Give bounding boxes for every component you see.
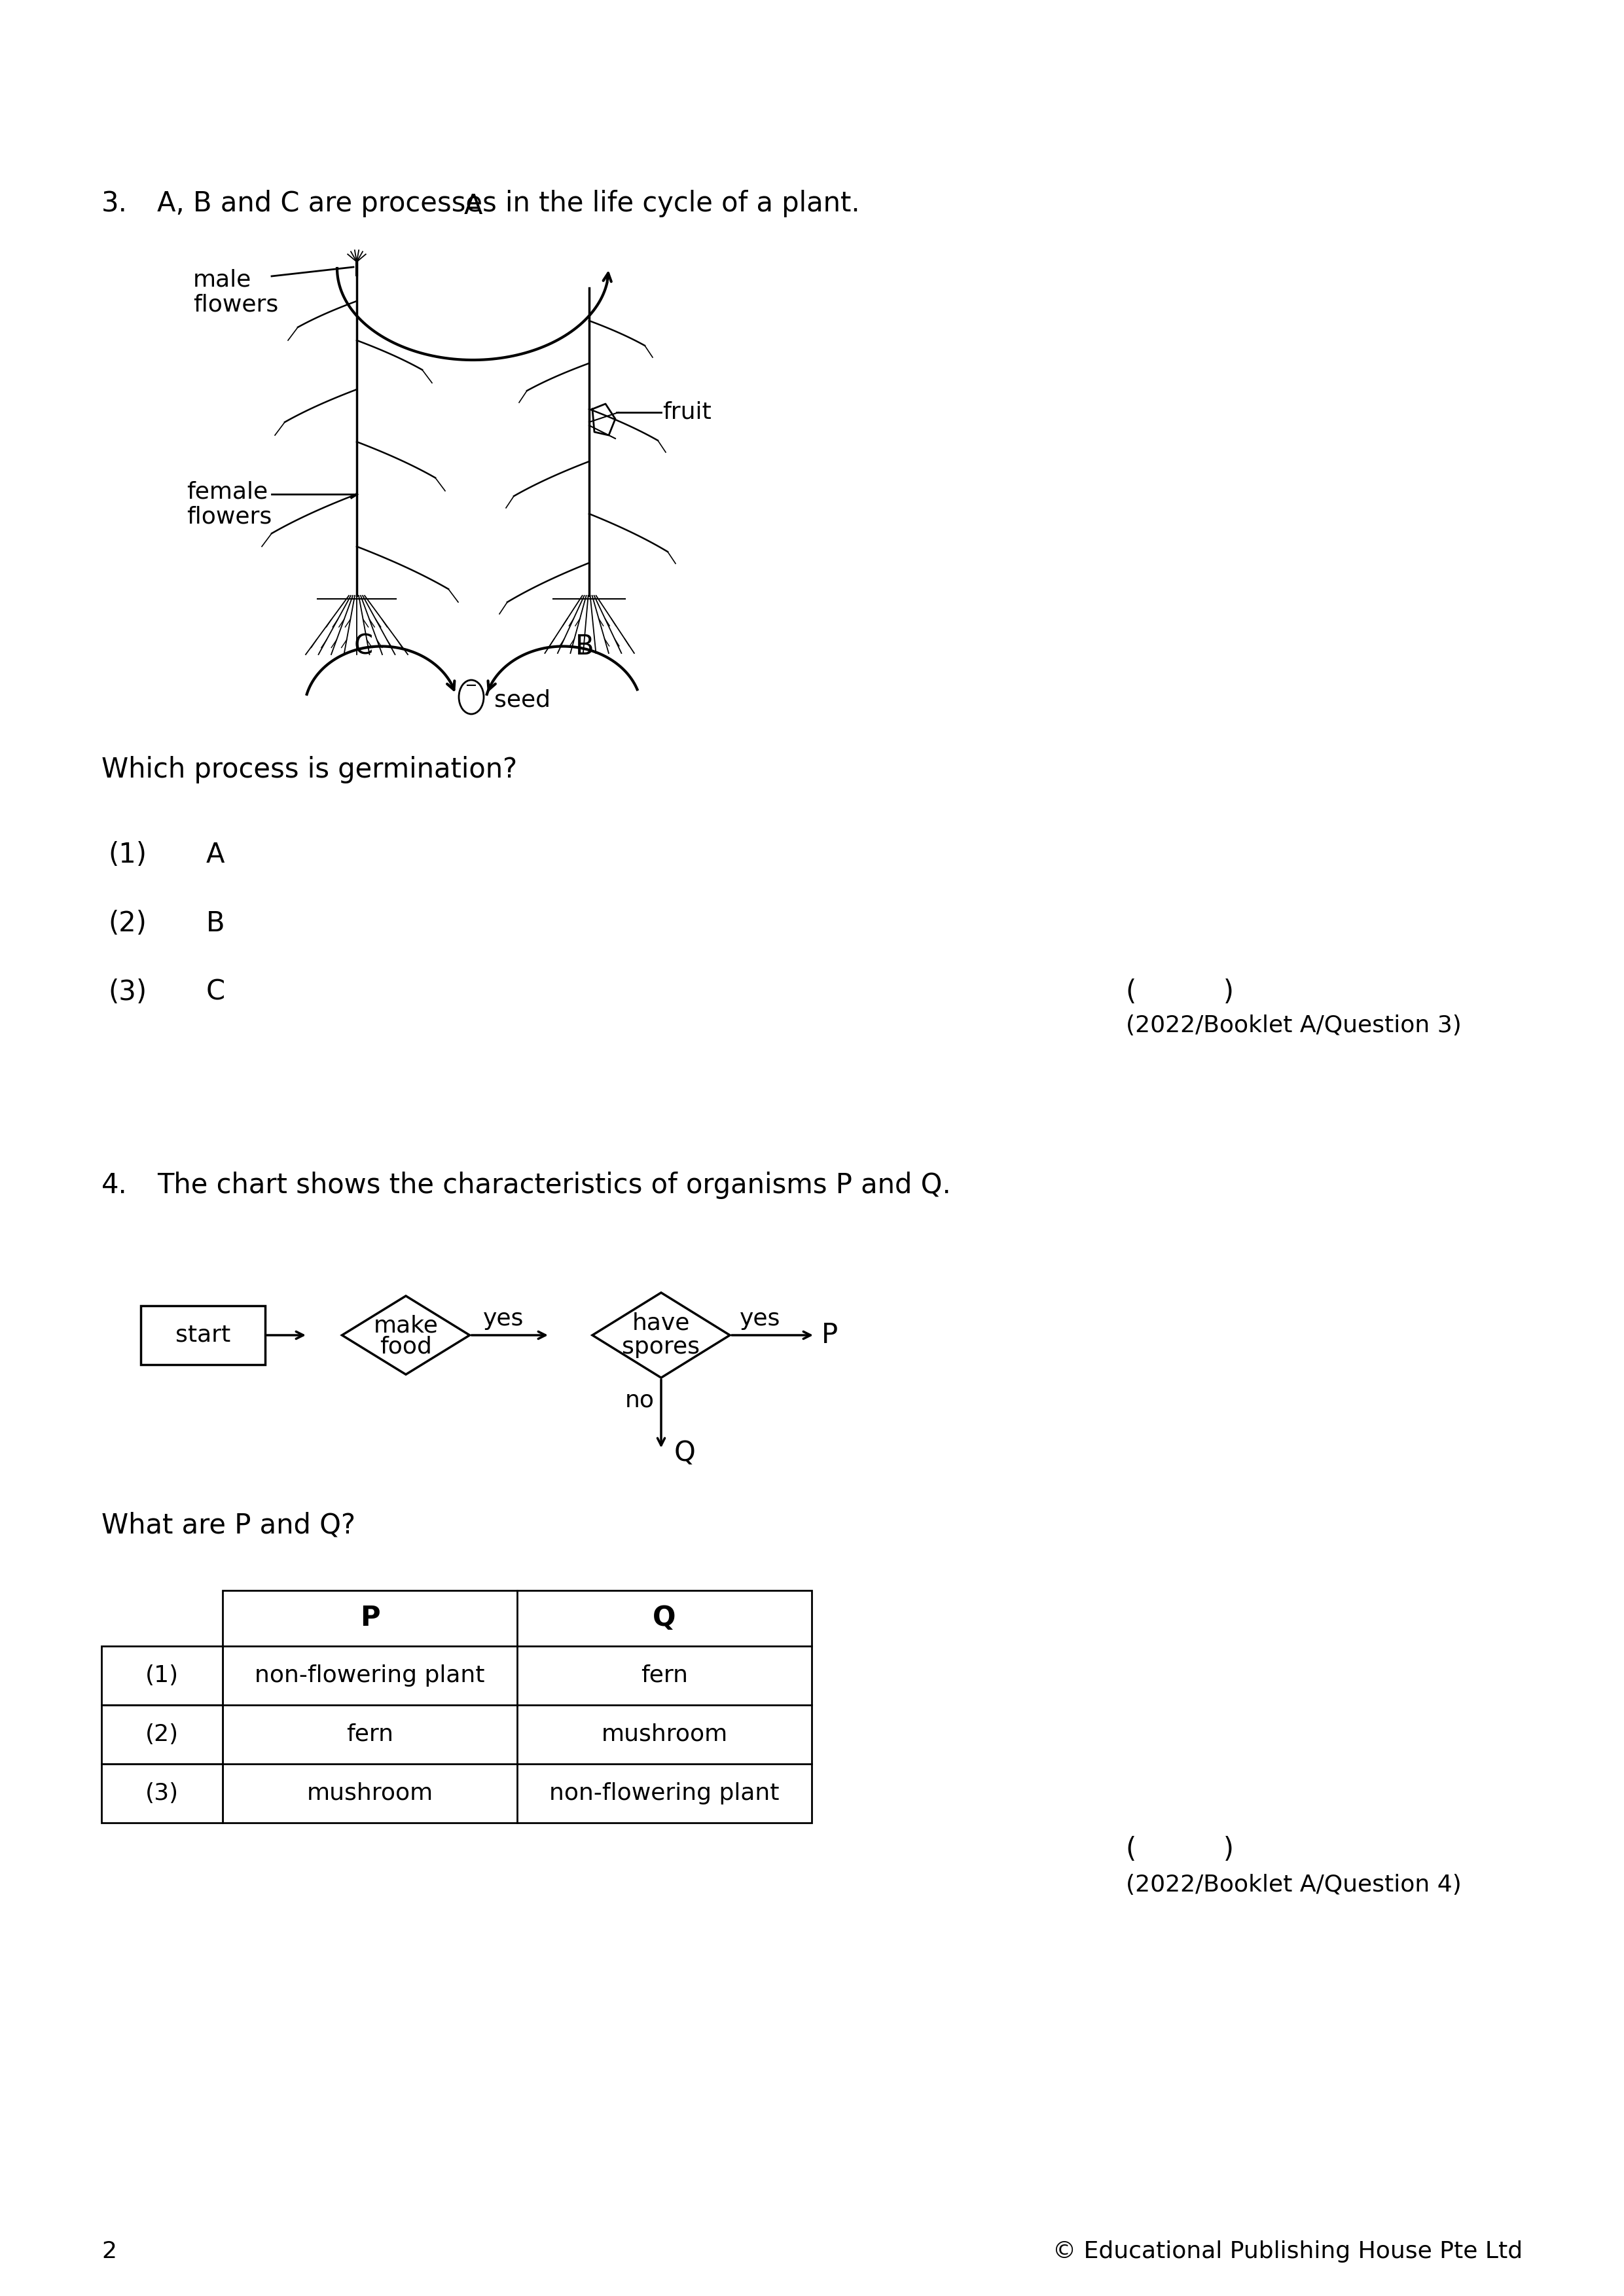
Text: (          ): ( ) (1125, 1837, 1234, 1864)
Text: P: P (361, 1605, 380, 1632)
Text: seed: seed (494, 689, 551, 712)
Text: © Educational Publishing House Pte Ltd: © Educational Publishing House Pte Ltd (1052, 2241, 1523, 2262)
Text: yes: yes (482, 1309, 523, 1329)
Text: (3): (3) (145, 1782, 179, 1805)
Bar (101, 1763, 222, 1823)
Text: (2022/Booklet A/Question 3): (2022/Booklet A/Question 3) (1125, 1015, 1462, 1038)
Text: food: food (380, 1336, 432, 1359)
Text: B: B (575, 634, 594, 659)
Text: What are P and Q?: What are P and Q? (101, 1511, 356, 1538)
Text: no: no (625, 1389, 654, 1412)
Text: female: female (187, 482, 268, 503)
Bar (222, 1591, 812, 1823)
Text: (2): (2) (145, 1724, 179, 1745)
Text: non-flowering plant: non-flowering plant (255, 1665, 486, 1688)
Bar (141, 1306, 265, 1364)
Text: fern: fern (346, 1724, 393, 1745)
Text: C: C (206, 978, 226, 1006)
Text: non-flowering plant: non-flowering plant (549, 1782, 780, 1805)
Text: P: P (822, 1322, 838, 1350)
Text: A, B and C are processes in the life cycle of a plant.: A, B and C are processes in the life cyc… (158, 191, 859, 218)
Text: spores: spores (622, 1336, 700, 1359)
Text: A: A (206, 840, 224, 868)
Text: (3): (3) (109, 978, 146, 1006)
Text: have: have (632, 1313, 690, 1334)
Text: (1): (1) (109, 840, 146, 868)
Text: fern: fern (641, 1665, 689, 1688)
Text: A: A (463, 193, 482, 220)
Polygon shape (593, 1293, 729, 1378)
Bar (101, 1706, 222, 1763)
Ellipse shape (460, 680, 484, 714)
Text: 4.: 4. (101, 1171, 127, 1199)
Polygon shape (343, 1295, 469, 1375)
Text: mushroom: mushroom (307, 1782, 434, 1805)
Text: flowers: flowers (193, 294, 278, 315)
Text: start: start (175, 1325, 231, 1345)
Text: yes: yes (739, 1309, 781, 1329)
Text: B: B (206, 909, 226, 937)
Text: (2022/Booklet A/Question 4): (2022/Booklet A/Question 4) (1125, 1874, 1462, 1896)
Text: (1): (1) (145, 1665, 179, 1688)
Text: 3.: 3. (101, 191, 128, 218)
Text: mushroom: mushroom (601, 1724, 728, 1745)
Text: Which process is germination?: Which process is germination? (101, 755, 516, 783)
Text: (2): (2) (109, 909, 146, 937)
Text: Q: Q (653, 1605, 676, 1632)
Text: The chart shows the characteristics of organisms P and Q.: The chart shows the characteristics of o… (158, 1171, 952, 1199)
Text: Q: Q (674, 1440, 695, 1467)
Text: flowers: flowers (187, 505, 271, 528)
Bar (101, 1646, 222, 1706)
Text: (          ): ( ) (1125, 978, 1234, 1006)
Text: fruit: fruit (663, 402, 711, 422)
Text: male: male (193, 269, 252, 292)
Text: C: C (354, 634, 374, 659)
Text: make: make (374, 1313, 438, 1336)
Text: 2: 2 (101, 2241, 117, 2262)
